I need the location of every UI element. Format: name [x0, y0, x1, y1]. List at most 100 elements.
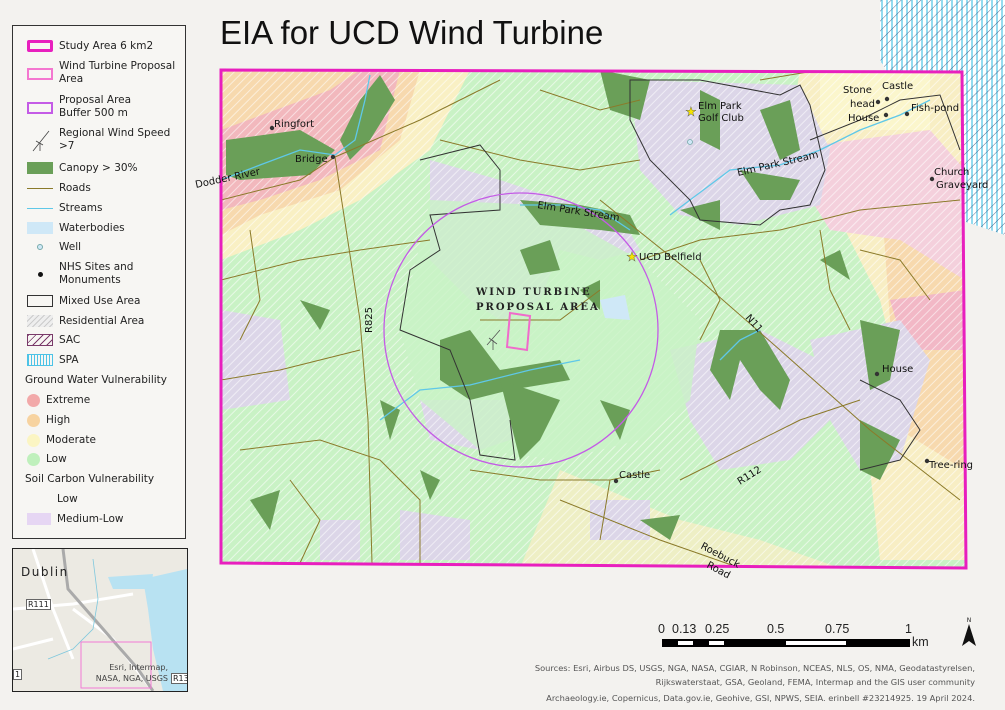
legend-label: NHS Sites and Monuments	[59, 261, 134, 286]
sources-line-3: Archaeology.ie, Copernicus, Data.gov.ie,…	[546, 693, 975, 703]
legend-item-canopy: Canopy > 30%	[27, 162, 138, 175]
groundwater-heading: Ground Water Vulnerability	[25, 374, 167, 386]
proposal-area	[505, 311, 532, 352]
label-graveyard: Graveyard	[936, 180, 988, 191]
legend-item-well: Well	[27, 241, 81, 254]
buffer-swatch	[27, 102, 53, 114]
label-bridge: Bridge	[295, 154, 328, 165]
north-arrow-icon	[962, 624, 976, 646]
legend-item-nhs: NHS Sites and Monuments	[27, 261, 157, 287]
moderate-swatch	[27, 434, 40, 447]
soil-carbon-heading: Soil Carbon Vulnerability	[25, 473, 155, 485]
scale-bar-track	[662, 639, 910, 647]
legend-label: Low	[57, 493, 78, 505]
label-proposal-2: PROPOSAL AREA	[476, 302, 600, 313]
scale-bar: 0 0.13 0.25 0.5 0.75 1 km	[655, 622, 945, 650]
sac-hatch-swatch	[27, 334, 53, 346]
medium-low-swatch	[27, 513, 51, 525]
low-swatch	[27, 493, 51, 505]
label-golf-club-2: Golf Club	[698, 113, 744, 124]
legend-gw-high: High	[27, 414, 70, 427]
inset-attr-1: Esri, Intermap,	[109, 663, 168, 672]
monument-dot-icon	[27, 268, 53, 280]
residential-hatch-swatch	[27, 315, 53, 327]
monument-points	[269, 96, 935, 484]
legend-item-roads: Roads	[27, 182, 91, 195]
inset-city-label: Dublin	[21, 565, 69, 579]
label-tree-ring: Tree-ring	[928, 460, 973, 471]
legend-label: Regional Wind Speed >7	[59, 127, 171, 152]
waterbody-swatch	[27, 222, 53, 234]
north-label: N	[966, 617, 972, 624]
legend-gw-low: Low	[27, 453, 67, 466]
legend-label: Streams	[59, 202, 103, 214]
inset-road-r131: R131	[171, 673, 187, 684]
legend-label: Moderate	[46, 434, 96, 446]
inset-road-r111: R111	[26, 599, 51, 610]
legend-label: Study Area 6 km2	[59, 40, 154, 52]
legend-label: SPA	[59, 354, 79, 366]
legend-item-study-area: Study Area 6 km2	[27, 40, 153, 53]
label-golf-club-1: Elm Park	[698, 101, 742, 112]
label-fish-pond: Fish-pond	[911, 103, 959, 114]
legend-item-proposal: Wind Turbine Proposal Area	[27, 60, 177, 86]
legend-label: Wind Turbine Proposal Area	[59, 60, 176, 85]
spa-hatch-swatch	[27, 354, 53, 366]
legend-label: Canopy > 30%	[59, 162, 138, 174]
legend-item-residential: Residential Area	[27, 315, 144, 328]
label-stone-head-1: Stone	[843, 85, 872, 96]
sources-line-1: Sources: Esri, Airbus DS, USGS, NGA, NAS…	[534, 663, 975, 673]
legend-item-spa: SPA	[27, 354, 79, 367]
legend-sc-medium-low: Medium-Low	[27, 513, 123, 526]
label-stone-head-3: House	[848, 113, 879, 124]
label-house: House	[882, 364, 913, 375]
map-title: EIA for UCD Wind Turbine	[220, 14, 604, 51]
label-r825: R825	[364, 307, 375, 333]
canopy-swatch	[27, 162, 53, 174]
map-content	[221, 70, 966, 568]
stream-line	[27, 202, 53, 209]
sources-line-2: Rijkswaterstaat, GSA, Geoland, FEMA, Int…	[655, 677, 975, 687]
legend-gw-extreme: Extreme	[27, 394, 90, 407]
label-church: Church	[934, 167, 969, 178]
high-swatch	[27, 414, 40, 427]
inset-attribution: Esri, Intermap, NASA, NGA, USGS	[79, 662, 168, 684]
label-castle-s: Castle	[619, 470, 650, 481]
legend-item-waterbodies: Waterbodies	[27, 222, 125, 235]
label-stone-head-2: head	[850, 99, 875, 110]
proposal-area-swatch	[27, 68, 53, 80]
legend-item-wind: Regional Wind Speed >7	[27, 127, 172, 153]
mixed-use-swatch	[27, 295, 53, 307]
legend-sc-low: Low	[27, 493, 78, 506]
label-ringfort: Ringfort	[274, 119, 314, 130]
inset-road-1: 1	[13, 669, 23, 680]
legend-label: Roads	[59, 182, 91, 194]
legend-label: SAC	[59, 334, 81, 346]
road-line	[27, 182, 53, 189]
locator-inset-map[interactable]: Dublin R111 1 R131 Esri, Intermap, NASA, …	[12, 548, 188, 692]
label-proposal-1: WIND TURBINE	[475, 287, 592, 298]
legend-item-mixed-use: Mixed Use Area	[27, 295, 140, 308]
north-arrow: N	[962, 617, 976, 650]
scale-tick: 0.75	[825, 622, 850, 636]
scale-tick: 0.5	[767, 622, 785, 636]
legend-label: Proposal Area Buffer 500 m	[59, 94, 132, 119]
legend-gw-moderate: Moderate	[27, 434, 96, 447]
wind-turbine-icon	[32, 130, 50, 152]
label-ucd-belfield: UCD Belfield	[639, 252, 702, 263]
scale-unit: km	[912, 635, 929, 649]
legend: Study Area 6 km2 Wind Turbine Proposal A…	[12, 25, 186, 539]
extreme-swatch	[27, 394, 40, 407]
legend-label: Mixed Use Area	[59, 295, 141, 307]
legend-label: High	[46, 414, 71, 426]
legend-label: Waterbodies	[59, 222, 125, 234]
inset-attr-2: NASA, NGA, USGS	[95, 674, 168, 683]
study-area-swatch	[27, 40, 53, 52]
inset-extent-box	[80, 641, 152, 689]
low-swatch	[27, 453, 40, 466]
scale-tick: 0.25	[705, 622, 730, 636]
label-castle-ne: Castle	[882, 81, 913, 92]
scale-tick: 0.13	[672, 622, 697, 636]
legend-item-streams: Streams	[27, 202, 102, 215]
